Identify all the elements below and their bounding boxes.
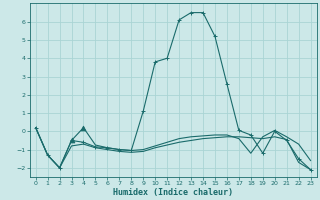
X-axis label: Humidex (Indice chaleur): Humidex (Indice chaleur) xyxy=(113,188,233,197)
